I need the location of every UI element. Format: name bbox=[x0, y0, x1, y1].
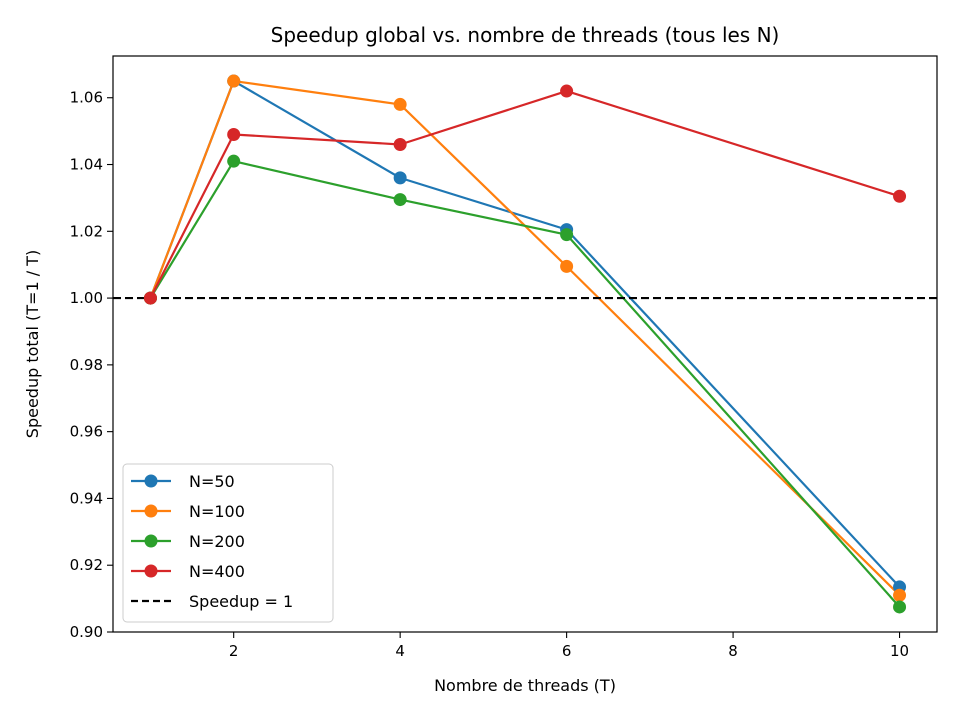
legend-label: Speedup = 1 bbox=[189, 592, 293, 611]
data-point-n-100 bbox=[893, 588, 907, 602]
data-point-n-200 bbox=[560, 228, 574, 242]
legend-box bbox=[122, 463, 334, 623]
legend-marker-n-400 bbox=[144, 564, 158, 578]
legend-label: N=100 bbox=[189, 502, 245, 521]
x-tick-label: 10 bbox=[890, 642, 909, 660]
y-tick-label: 1.06 bbox=[70, 89, 103, 107]
legend-label: N=50 bbox=[189, 472, 235, 491]
legend-label: N=400 bbox=[189, 562, 245, 581]
chart-title: Speedup global vs. nombre de threads (to… bbox=[271, 23, 780, 47]
data-point-n-400 bbox=[393, 137, 407, 151]
data-point-n-100 bbox=[393, 97, 407, 111]
data-point-n-200 bbox=[893, 600, 907, 614]
data-point-n-100 bbox=[227, 74, 241, 88]
y-tick-label: 1.00 bbox=[70, 289, 103, 307]
data-point-n-50 bbox=[393, 171, 407, 185]
legend-marker-n-200 bbox=[144, 534, 158, 548]
legend-label: N=200 bbox=[189, 532, 245, 551]
legend-marker-n-50 bbox=[144, 474, 158, 488]
data-point-n-200 bbox=[393, 193, 407, 207]
data-point-n-100 bbox=[560, 259, 574, 273]
x-axis-label: Nombre de threads (T) bbox=[434, 676, 616, 695]
plot-area: 2 4 6 8 10 0.90 0.92 0.94 0.96 0.98 1.00 1.02 1.04 1.… bbox=[70, 74, 937, 660]
y-tick-label: 0.96 bbox=[70, 423, 103, 441]
x-tick-label: 4 bbox=[395, 642, 405, 660]
data-point-n-400 bbox=[560, 84, 574, 98]
plot-frame bbox=[112, 55, 938, 633]
y-axis-label: Speedup total (T=1 / T) bbox=[23, 250, 42, 438]
x-tick-label: 2 bbox=[229, 642, 239, 660]
x-tick-label: 8 bbox=[728, 642, 738, 660]
y-tick-label: 0.98 bbox=[70, 356, 103, 374]
y-tick-label: 0.90 bbox=[70, 623, 103, 641]
y-tick-label: 0.94 bbox=[70, 489, 103, 507]
data-point-n-400 bbox=[227, 127, 241, 141]
y-tick-label: 0.92 bbox=[70, 556, 103, 574]
y-tick-label: 1.02 bbox=[70, 222, 103, 240]
data-point-n-400 bbox=[893, 189, 907, 203]
legend: N=50 N=100 N=200 N=400 Speedup = 1 bbox=[122, 463, 334, 623]
y-tick-label: 1.04 bbox=[70, 156, 103, 174]
legend-marker-n-100 bbox=[144, 504, 158, 518]
data-point-n-400 bbox=[143, 291, 157, 305]
data-point-n-200 bbox=[227, 154, 241, 168]
x-tick-label: 6 bbox=[562, 642, 572, 660]
